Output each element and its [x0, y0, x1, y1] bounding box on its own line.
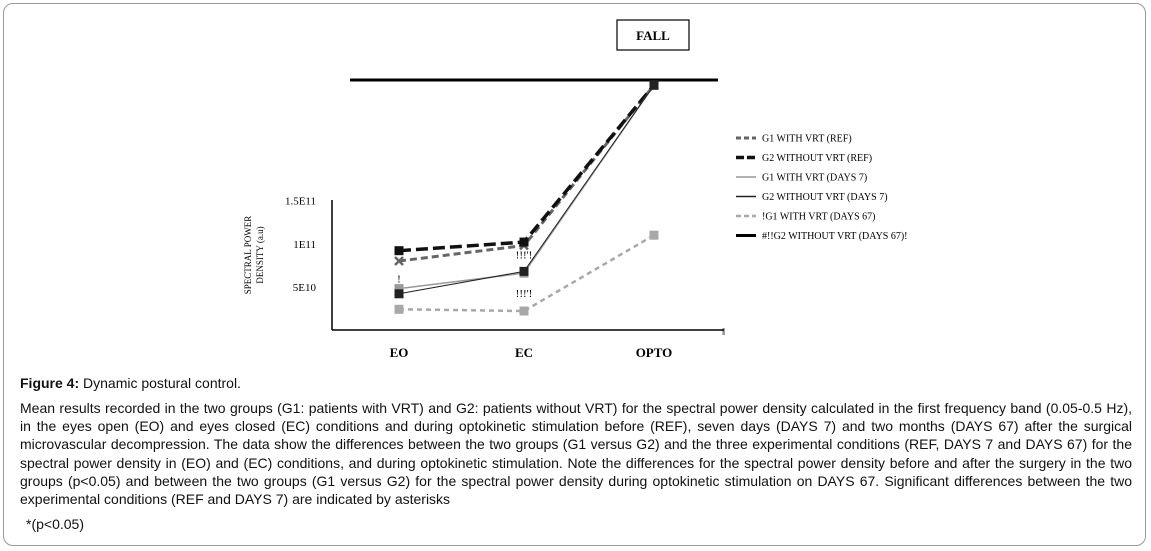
series-point	[394, 289, 404, 299]
series-line	[398, 234, 655, 313]
x-tick-label: EC	[515, 345, 533, 360]
legend-label: G2 WITHOUT VRT (REF)	[762, 153, 872, 164]
series-point	[394, 246, 404, 256]
series-point	[519, 266, 529, 276]
figure-label: Figure 4:	[20, 375, 80, 391]
legend-item: #!!G2 WITHOUT VRT (DAYS 67)!	[736, 231, 908, 242]
figure-frame	[3, 3, 1146, 546]
series-point	[394, 256, 404, 266]
y-tick-label: 1.5E11	[285, 196, 316, 208]
fall-box-frame	[616, 19, 690, 51]
series-line	[398, 84, 656, 263]
figure-caption-title: Figure 4: Dynamic postural control.	[20, 375, 241, 391]
legend-item: G1 WITH VRT (REF)	[736, 134, 852, 145]
figure-caption-body: Mean results recorded in the two groups …	[20, 400, 1132, 508]
series-point	[394, 284, 404, 294]
significance-note: *(p<0.05)	[26, 516, 84, 532]
legend-item: G1 WITH VRT (DAYS 7)	[736, 173, 867, 184]
legend-label: G1 WITH VRT (REF)	[762, 134, 852, 145]
figure-title: Dynamic postural control.	[79, 375, 241, 391]
series-point	[519, 237, 529, 247]
x-tick-label: EO	[390, 345, 409, 360]
y-axis-label-line-1: SPECTRAL POWER	[243, 216, 253, 294]
fall-box: FALL	[616, 19, 690, 51]
fall-box-label: FALL	[636, 28, 670, 43]
y-tick-label: 1E11	[293, 239, 316, 251]
annotation-label: !	[397, 274, 401, 286]
x-tick-labels: EO EC OPTO	[390, 345, 673, 360]
legend-label: G2 WITHOUT VRT (DAYS 7)	[762, 192, 888, 203]
y-axis-label: SPECTRAL POWER DENSITY (a.u)	[243, 216, 265, 294]
legend-label: G1 WITH VRT (DAYS 7)	[762, 173, 867, 184]
legend-item: G2 WITHOUT VRT (REF)	[736, 153, 872, 164]
legend-item: !G1 WITH VRT (DAYS 67)	[736, 212, 875, 223]
series-point	[649, 230, 659, 240]
axis-end-marker: ‖	[722, 326, 725, 338]
legend-item: G2 WITHOUT VRT (DAYS 7)	[736, 192, 888, 203]
y-tick-label: 5E10	[293, 282, 317, 294]
legend-label: !G1 WITH VRT (DAYS 67)	[762, 212, 875, 223]
series-lines	[394, 80, 659, 316]
legend-label: #!!G2 WITHOUT VRT (DAYS 67)!	[762, 231, 908, 242]
annotation-label: !!!'!	[516, 288, 533, 300]
y-axis-label-line-2: DENSITY (a.u)	[255, 226, 265, 283]
series-line	[398, 84, 656, 253]
series-line	[398, 84, 655, 295]
y-tick-labels: 5E10 1E11 1.5E11	[285, 196, 317, 294]
x-tick-label: OPTO	[636, 345, 673, 360]
chart-axes: ‖	[331, 78, 725, 338]
annotation-label: !!!'!	[516, 249, 533, 261]
series-point	[649, 80, 659, 90]
series-point	[519, 306, 529, 316]
series-point	[394, 304, 404, 314]
annotations: ! !!!'! !!!'!	[397, 249, 532, 300]
line-chart: ‖ FALL SPECTRAL POWER DENSITY (a.u) 5E10…	[243, 19, 908, 360]
legend: G1 WITH VRT (REF) G2 WITHOUT VRT (REF) G1 …	[736, 134, 908, 242]
